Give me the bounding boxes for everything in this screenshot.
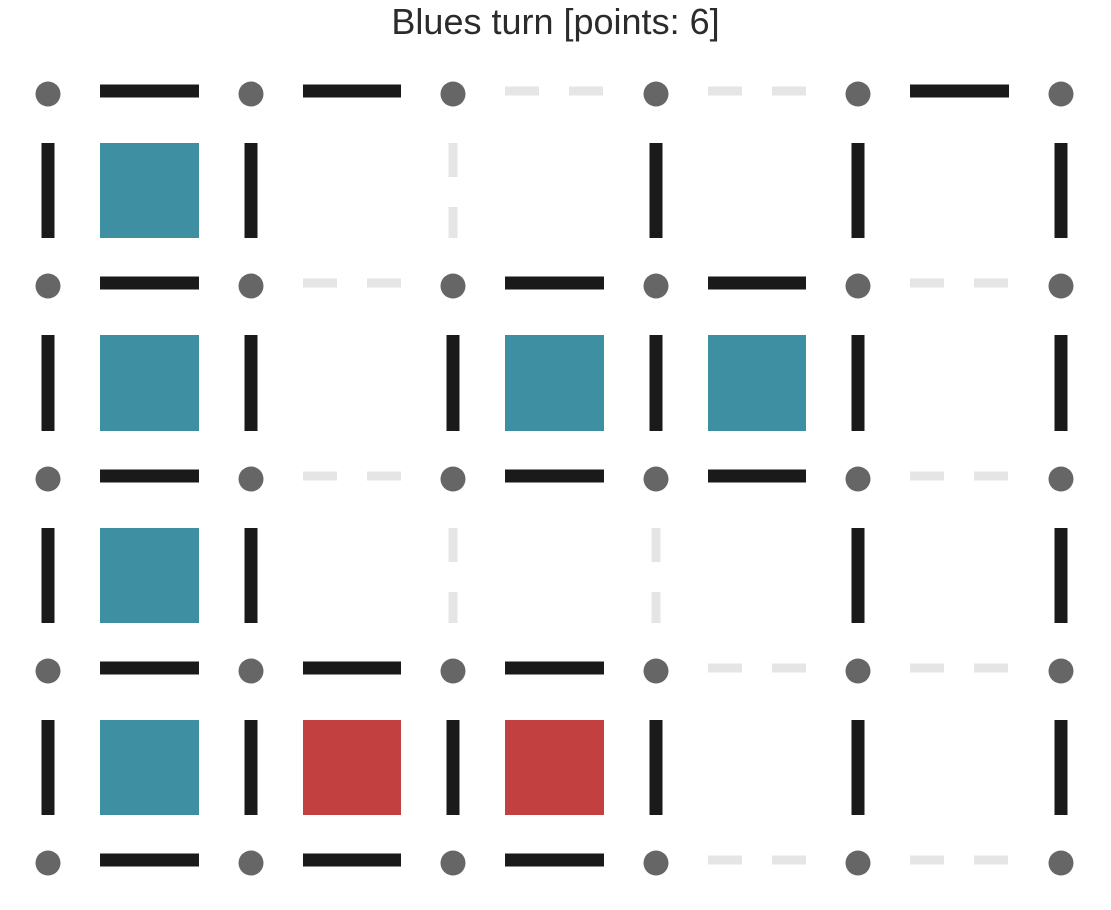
- box-red-r3-c1: [303, 720, 401, 815]
- dot-r0-c4: [845, 81, 871, 107]
- box-red-r3-c2: [505, 720, 604, 815]
- dot-r3-c2: [440, 658, 466, 684]
- lines-layer: [41, 84, 1068, 867]
- dot-r3-c4: [845, 658, 871, 684]
- dot-r1-c2: [440, 273, 466, 299]
- dot-r1-c4: [845, 273, 871, 299]
- dot-r4-c1: [238, 850, 264, 876]
- dot-r1-c3: [643, 273, 669, 299]
- dot-r0-c1: [238, 81, 264, 107]
- dot-r4-c2: [440, 850, 466, 876]
- dot-r3-c0: [35, 658, 61, 684]
- dot-r2-c4: [845, 466, 871, 492]
- dot-r4-c0: [35, 850, 61, 876]
- dot-r0-c5: [1048, 81, 1074, 107]
- box-blue-r1-c0: [100, 335, 199, 431]
- dot-r1-c0: [35, 273, 61, 299]
- dot-r3-c1: [238, 658, 264, 684]
- dot-r3-c5: [1048, 658, 1074, 684]
- dot-r3-c3: [643, 658, 669, 684]
- box-blue-r1-c3: [708, 335, 806, 431]
- dots-layer: [35, 81, 1074, 876]
- dot-r2-c0: [35, 466, 61, 492]
- boxes-layer: [100, 143, 806, 815]
- box-blue-r3-c0: [100, 720, 199, 815]
- dot-r4-c3: [643, 850, 669, 876]
- dot-r2-c1: [238, 466, 264, 492]
- dot-r1-c5: [1048, 273, 1074, 299]
- dot-r2-c2: [440, 466, 466, 492]
- dot-r0-c0: [35, 81, 61, 107]
- dot-r2-c3: [643, 466, 669, 492]
- dot-r1-c1: [238, 273, 264, 299]
- box-blue-r1-c2: [505, 335, 604, 431]
- dot-r4-c5: [1048, 850, 1074, 876]
- dot-r0-c2: [440, 81, 466, 107]
- dot-r2-c5: [1048, 466, 1074, 492]
- status-title: Blues turn [points: 6]: [391, 1, 720, 42]
- dot-r0-c3: [643, 81, 669, 107]
- box-blue-r2-c0: [100, 528, 199, 623]
- dot-r4-c4: [845, 850, 871, 876]
- box-blue-r0-c0: [100, 143, 199, 238]
